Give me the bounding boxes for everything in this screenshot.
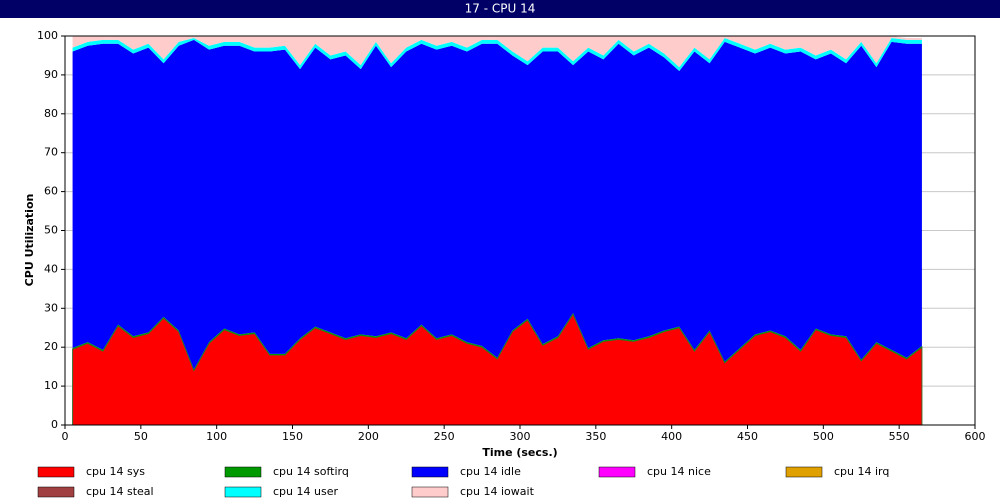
x-tick-label: 50 (134, 430, 148, 443)
y-tick-label: 20 (44, 340, 58, 353)
legend-label: cpu 14 idle (460, 465, 521, 478)
x-tick-label: 100 (206, 430, 227, 443)
legend-swatch (411, 466, 449, 478)
x-axis-label: Time (secs.) (482, 446, 557, 459)
legend-swatch (224, 466, 262, 478)
x-tick-label: 300 (510, 430, 531, 443)
legend-label: cpu 14 steal (86, 485, 154, 498)
x-tick-label: 200 (358, 430, 379, 443)
legend-label: cpu 14 softirq (273, 465, 349, 478)
area (72, 39, 922, 370)
area (72, 36, 922, 68)
legend-label: cpu 14 user (273, 485, 338, 498)
legend-label: cpu 14 irq (834, 465, 889, 478)
y-tick-label: 10 (44, 379, 58, 392)
legend-swatch (37, 486, 75, 498)
legend-swatch (598, 466, 636, 478)
x-tick-label: 550 (889, 430, 910, 443)
title-bar (0, 0, 1000, 18)
y-tick-label: 40 (44, 262, 58, 275)
y-tick-label: 50 (44, 224, 58, 237)
y-tick-label: 80 (44, 107, 58, 120)
y-tick-label: 100 (37, 29, 58, 42)
y-axis-label: CPU Utilization (23, 194, 36, 287)
chart-title: 17 - CPU 14 (465, 2, 536, 16)
legend-label: cpu 14 sys (86, 465, 145, 478)
x-tick-label: 400 (661, 430, 682, 443)
area (72, 37, 922, 72)
y-tick-label: 70 (44, 146, 58, 159)
x-tick-label: 350 (585, 430, 606, 443)
legend-label: cpu 14 iowait (460, 485, 535, 498)
legend-swatch (224, 486, 262, 498)
plot-frame (64, 35, 976, 426)
legend-label: cpu 14 nice (647, 465, 711, 478)
x-tick-label: 0 (62, 430, 69, 443)
y-tick-label: 30 (44, 301, 58, 314)
legend-swatch (411, 486, 449, 498)
x-tick-label: 250 (434, 430, 455, 443)
x-tick-label: 450 (737, 430, 758, 443)
x-tick-label: 500 (813, 430, 834, 443)
legend-swatch (785, 466, 823, 478)
y-tick-label: 90 (44, 68, 58, 81)
y-tick-label: 0 (51, 418, 58, 431)
legend-swatch (37, 466, 75, 478)
y-tick-label: 60 (44, 185, 58, 198)
x-tick-label: 600 (965, 430, 986, 443)
x-tick-label: 150 (282, 430, 303, 443)
